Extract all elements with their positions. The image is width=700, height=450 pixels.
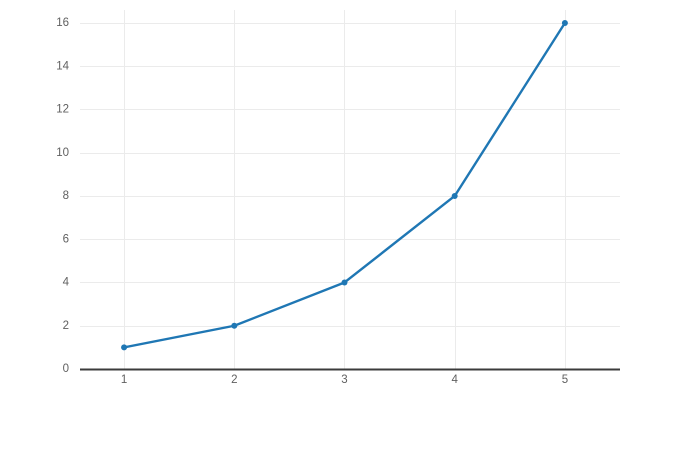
x-tick-label: 5 xyxy=(562,374,568,386)
vertical-gridlines xyxy=(124,10,566,369)
data-point-marker: (2, 2) xyxy=(231,322,238,329)
y-axis-tick-labels: 0 2 4 6 8 10 12 14 16 xyxy=(56,17,69,375)
y-tick-label: 4 xyxy=(63,277,70,289)
data-point-marker: (1, 1) xyxy=(121,344,128,351)
y-tick-label: 12 xyxy=(56,104,69,116)
horizontal-gridlines xyxy=(80,23,620,327)
y-tick-label: 14 xyxy=(56,60,69,72)
y-tick-label: 0 xyxy=(63,363,69,375)
x-tick-label: 2 xyxy=(231,374,237,386)
data-point-marker: (4, 8) xyxy=(451,192,458,199)
y-tick-label: 2 xyxy=(63,320,69,332)
x-tick-label: 1 xyxy=(121,374,127,386)
series-markers: (1, 1) (2, 2) (3, 4) (4, 8) (5, 16) xyxy=(121,19,568,351)
data-point-marker: (5, 16) xyxy=(561,19,568,26)
y-tick-label: 16 xyxy=(56,17,69,29)
x-axis-tick-labels: 1 2 3 4 5 xyxy=(121,374,568,386)
data-point-marker: (3, 4) xyxy=(341,279,348,286)
y-tick-label: 8 xyxy=(63,190,69,202)
y-tick-label: 10 xyxy=(56,147,69,159)
x-tick-label: 3 xyxy=(341,374,347,386)
x-tick-label: 4 xyxy=(451,374,458,386)
y-tick-label: 6 xyxy=(63,233,69,245)
